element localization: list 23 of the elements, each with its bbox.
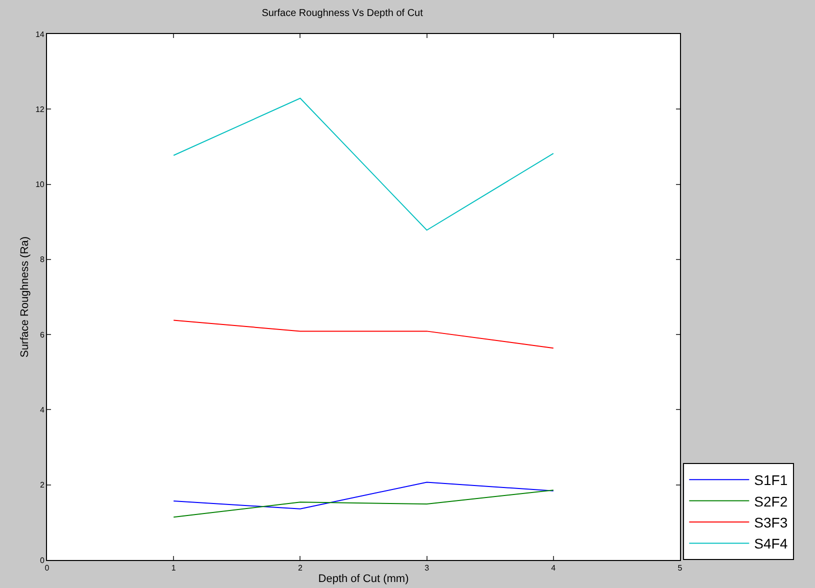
legend-label: S3F3 bbox=[754, 514, 788, 530]
legend-label: S1F1 bbox=[754, 472, 788, 488]
y-tick-label: 2 bbox=[40, 480, 45, 490]
y-tick-label: 4 bbox=[40, 406, 45, 415]
line-series bbox=[173, 98, 554, 231]
x-tick-label: 4 bbox=[551, 564, 556, 573]
legend-label: S4F4 bbox=[754, 536, 788, 552]
y-tick-label: 14 bbox=[35, 30, 45, 39]
legend-label: S2F2 bbox=[754, 493, 788, 510]
y-tick-label: 8 bbox=[40, 255, 45, 264]
y-tick-label: 12 bbox=[35, 104, 45, 114]
x-tick-label: 3 bbox=[424, 564, 430, 573]
line-series bbox=[173, 482, 554, 510]
chart-title: Surface Roughness Vs Depth of Cut bbox=[262, 8, 424, 19]
y-axis-title: Surface Roughness (Ra) bbox=[19, 236, 32, 358]
x-tick-label: 5 bbox=[678, 564, 683, 573]
y-tick-label: 10 bbox=[35, 180, 45, 190]
y-tick-label: 0 bbox=[40, 556, 45, 565]
x-axis-title: Depth of Cut (mm) bbox=[318, 572, 409, 585]
line-series bbox=[173, 490, 554, 518]
x-tick-label: 2 bbox=[298, 564, 303, 573]
x-tick-label: 1 bbox=[171, 564, 176, 573]
y-tick-label: 6 bbox=[40, 330, 45, 340]
